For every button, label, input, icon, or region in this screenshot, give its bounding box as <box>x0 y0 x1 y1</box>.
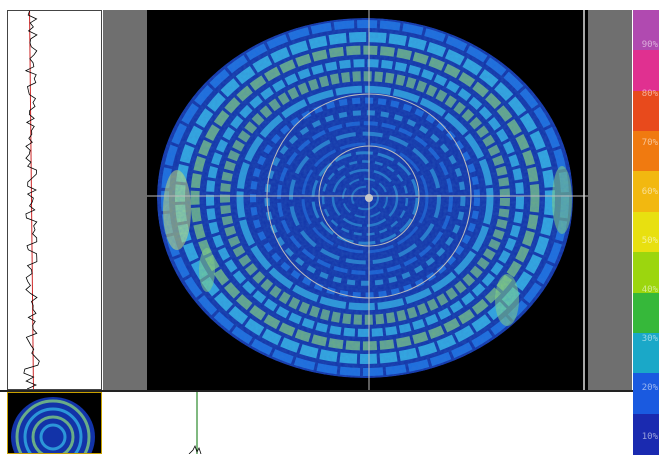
color-scale-segment <box>633 211 659 254</box>
color-scale-label: 90% <box>641 40 658 50</box>
left-margin-bar <box>103 10 147 390</box>
color-scale-segment <box>633 373 659 415</box>
beam-profile-view[interactable] <box>147 10 588 390</box>
vertical-profile-line <box>23 11 40 389</box>
centroid-marker <box>365 194 373 202</box>
color-scale-label: 70% <box>641 138 658 148</box>
thumbnail-ring <box>31 415 75 453</box>
thumbnail-ring <box>23 407 83 453</box>
right-margin-bar <box>588 10 632 390</box>
thumbnail-image <box>11 397 95 453</box>
horizontal-profile-panel <box>103 392 633 454</box>
horizontal-profile-plot <box>188 392 202 454</box>
color-scale-label: 50% <box>641 236 658 246</box>
beam-image <box>147 10 588 390</box>
color-scale-segment <box>633 413 659 455</box>
outer-aperture-circle <box>266 93 472 299</box>
thumbnail-ring <box>15 399 91 453</box>
panel-divider <box>0 390 633 392</box>
color-scale-segment <box>633 10 659 52</box>
color-scale-label: 30% <box>641 334 658 344</box>
color-scale-segment <box>633 252 659 294</box>
intensity-color-scale: 90% 80% 70% 60% 50% 40% 30% 20% 10% <box>633 10 659 455</box>
color-scale-segment <box>633 50 659 92</box>
color-scale-label: 80% <box>641 89 658 99</box>
vertical-profile-plot <box>23 11 40 389</box>
color-scale-label: 40% <box>641 285 658 295</box>
inner-aperture-circle <box>318 145 420 247</box>
color-scale-segment <box>633 131 659 173</box>
thumbnail-ring <box>39 423 67 451</box>
color-scale-segment <box>633 292 659 334</box>
horizontal-profile-line <box>188 444 202 454</box>
color-scale-segment <box>633 332 659 375</box>
color-scale-label: 20% <box>641 383 658 393</box>
vertical-profile-panel <box>7 10 102 390</box>
color-scale-label: 60% <box>641 187 658 197</box>
beam-thumbnail[interactable] <box>7 392 102 454</box>
color-scale-label: 10% <box>641 432 658 442</box>
color-scale-segment <box>633 171 659 213</box>
color-scale-segment <box>633 90 659 133</box>
crosshair <box>147 10 588 390</box>
